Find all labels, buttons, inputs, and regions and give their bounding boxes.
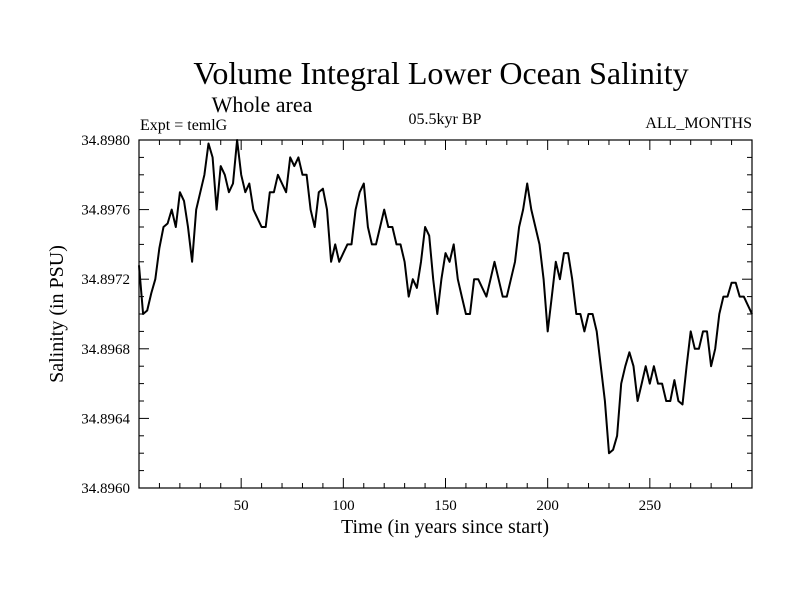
x-tick-label: 150 [434, 498, 457, 514]
season-label: ALL_MONTHS [645, 115, 752, 132]
x-tick-label: 50 [234, 498, 249, 514]
period-label: 05.5kyr BP [409, 111, 482, 128]
x-axis-label: Time (in years since start) [341, 516, 549, 538]
x-tick-labels: 50 100 150 200 250 [234, 498, 661, 514]
y-tick-labels: 34.8960 34.8964 34.8968 34.8972 34.8976 34.89… [81, 133, 130, 497]
chart-title: Volume Integral Lower Ocean Salinity [193, 55, 688, 91]
y-tick-label: 34.8980 [81, 133, 130, 149]
y-axis-label: Salinity (in PSU) [46, 245, 68, 383]
y-tick-label: 34.8964 [81, 411, 130, 427]
y-tick-label: 34.8972 [81, 272, 130, 288]
axis-ticks [139, 140, 752, 488]
x-tick-label: 100 [332, 498, 355, 514]
y-tick-label: 34.8960 [81, 481, 130, 497]
experiment-label: Expt = temlG [140, 117, 228, 134]
y-tick-label: 34.8976 [81, 203, 130, 219]
y-tick-label: 34.8968 [81, 342, 130, 358]
plot-frame [138, 139, 753, 489]
x-tick-label: 200 [536, 498, 559, 514]
x-tick-label: 250 [639, 498, 662, 514]
salinity-series-line [138, 139, 753, 455]
chart-subtitle: Whole area [212, 92, 313, 117]
